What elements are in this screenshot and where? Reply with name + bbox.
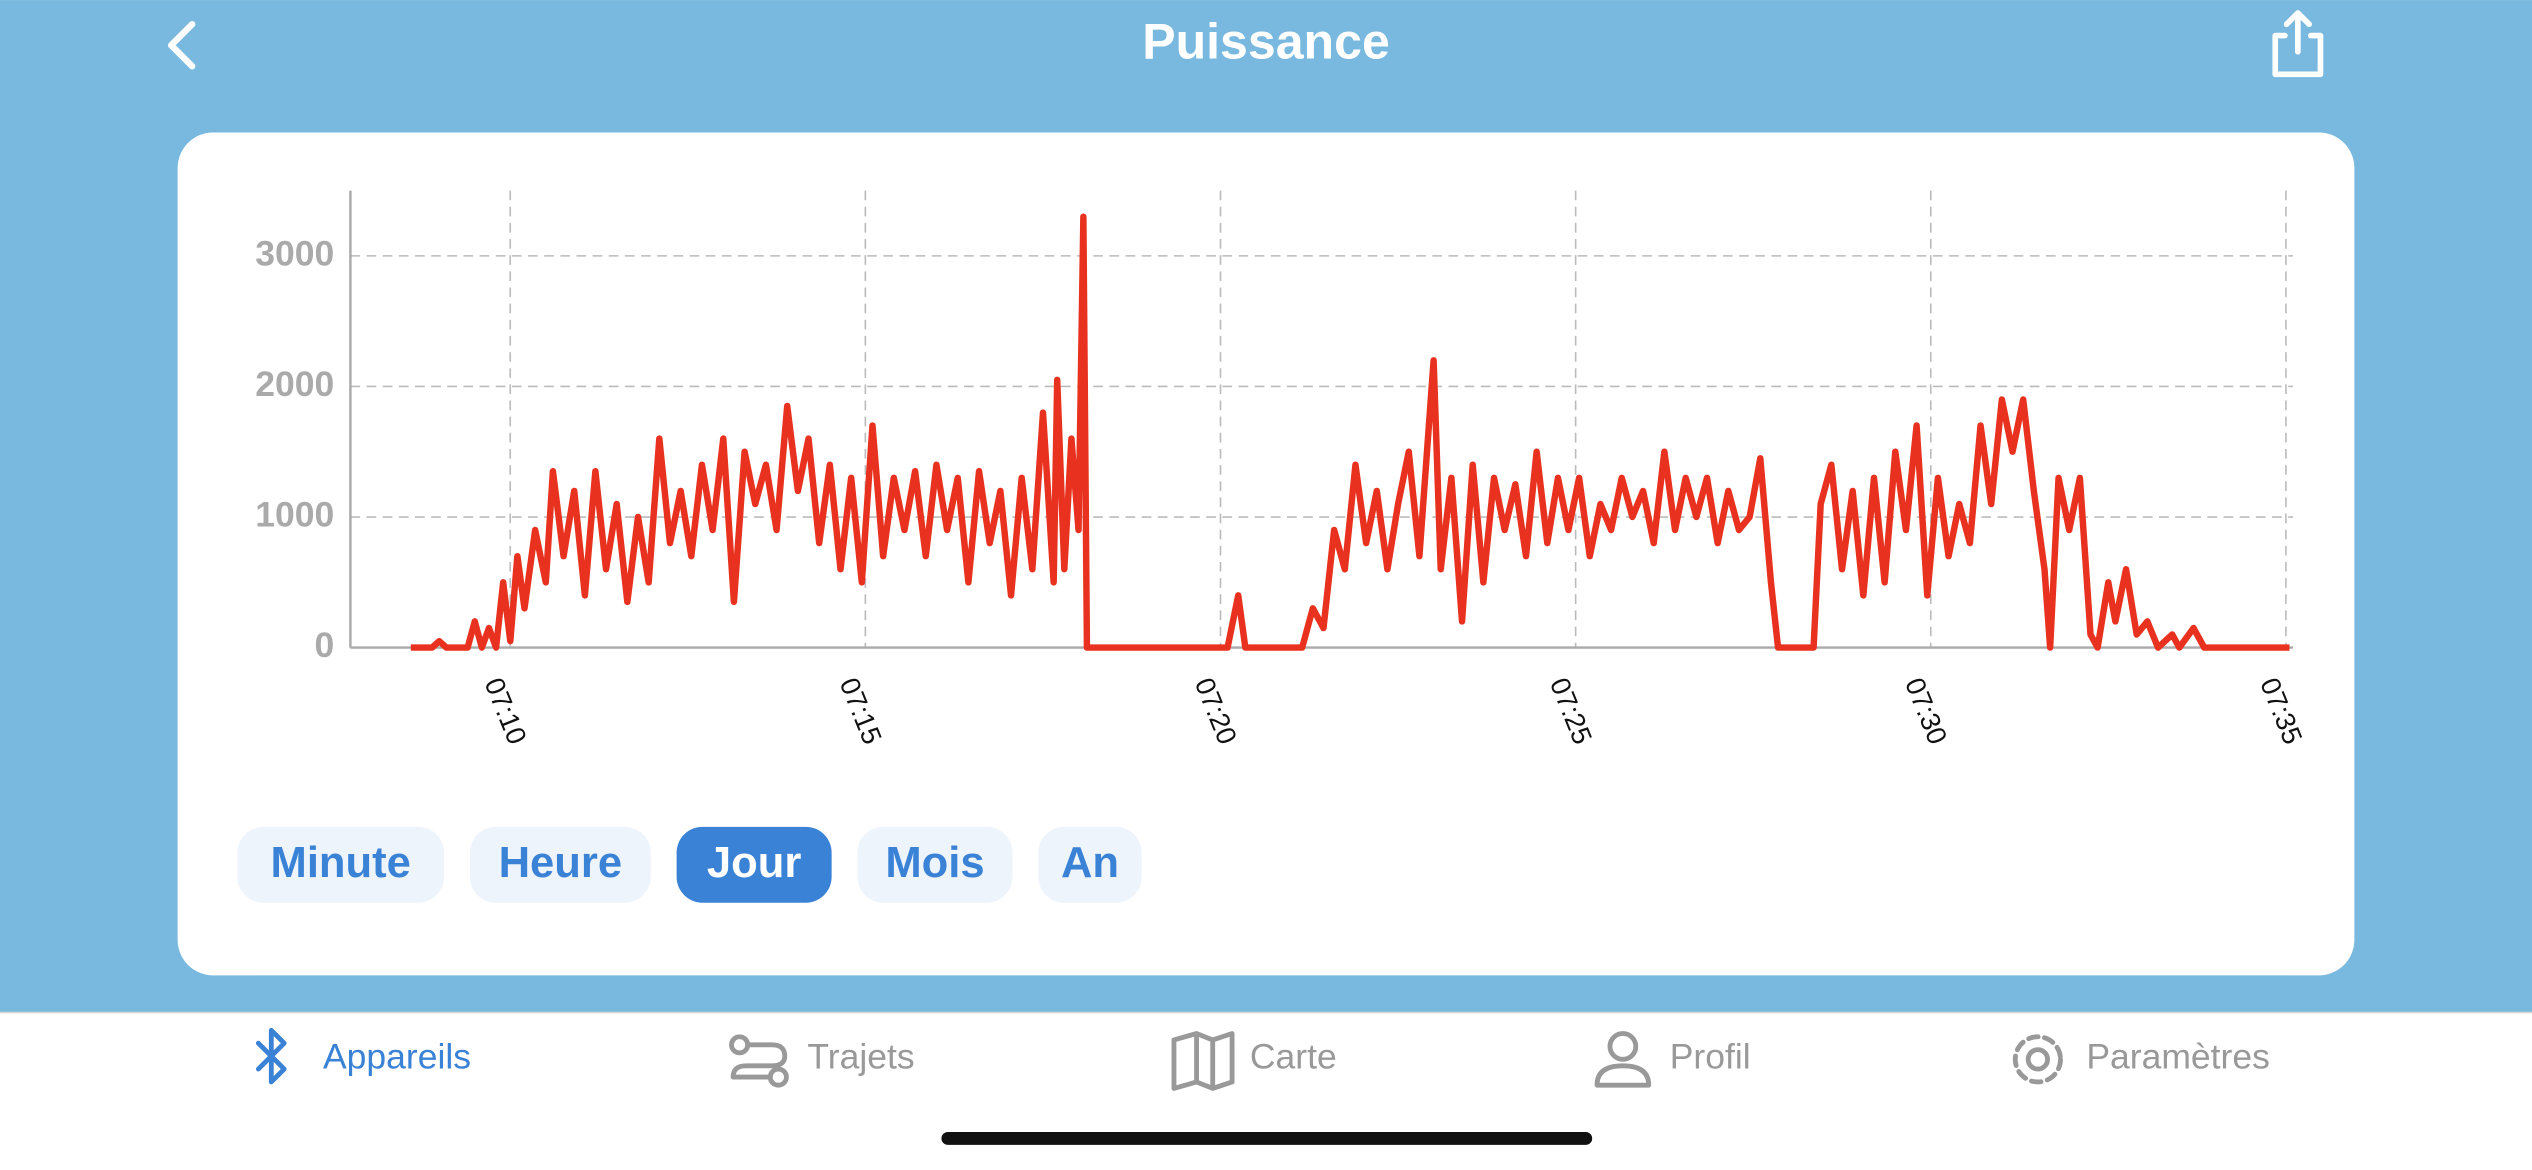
page-title: Puissance	[1142, 13, 1390, 69]
y-tick-label: 1000	[255, 494, 334, 534]
period-button[interactable]	[237, 826, 445, 903]
period-button[interactable]	[857, 826, 1013, 903]
period-button-label: Heure	[499, 839, 623, 887]
profile-icon	[1594, 1031, 1652, 1088]
tab-label[interactable]: Carte	[1250, 1037, 1337, 1077]
share-button[interactable]	[2272, 10, 2324, 78]
tab-label[interactable]: Paramètres	[2086, 1037, 2270, 1077]
y-tick-label: 2000	[255, 364, 334, 404]
tab-label[interactable]: Appareils	[323, 1037, 471, 1077]
period-button-label: Jour	[707, 839, 801, 887]
bluetooth-icon	[255, 1027, 287, 1085]
period-button-label: Minute	[271, 839, 411, 887]
settings-icon	[2012, 1034, 2063, 1085]
tabs: Appareils Trajets Carte Profil Paramètres	[323, 1037, 2270, 1077]
tab-label[interactable]: Trajets	[807, 1037, 914, 1077]
period-button[interactable]	[469, 826, 651, 903]
y-tick-label: 0	[314, 625, 334, 665]
chart-card	[177, 132, 2355, 976]
route-icon	[729, 1034, 789, 1088]
tab-icons	[255, 1027, 2063, 1091]
back-button[interactable]	[167, 21, 196, 70]
period-button[interactable]	[676, 826, 832, 903]
y-tick-label: 3000	[255, 233, 334, 273]
home-indicator	[941, 1132, 1593, 1145]
period-button-label: Mois	[885, 839, 984, 887]
tab-label[interactable]: Profil	[1670, 1037, 1751, 1077]
map-icon	[1171, 1031, 1235, 1091]
power-line	[410, 213, 2290, 651]
period-button-label: An	[1061, 839, 1119, 887]
period-button[interactable]	[1038, 826, 1142, 903]
period-buttons: Minute Heure Jour Mois An	[237, 826, 1142, 903]
